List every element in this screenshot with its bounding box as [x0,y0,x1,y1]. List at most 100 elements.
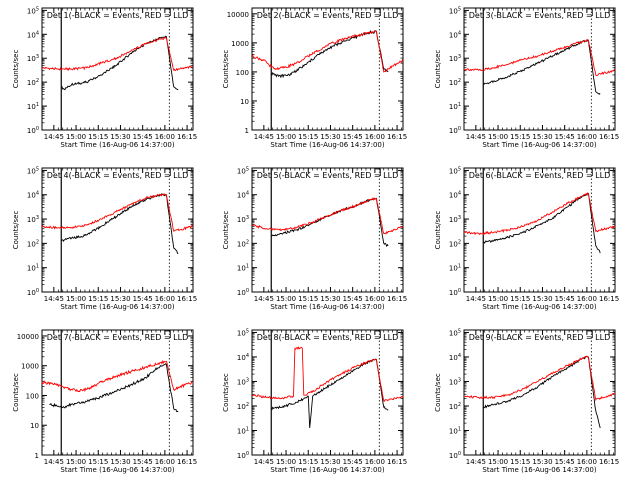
x-tick-label: 14:45 [466,295,486,303]
lld-series-line [41,359,194,393]
x-tick-label: 15:30 [320,295,340,303]
lld-series-line [463,192,616,236]
y-tick-label: 105 [449,328,461,337]
events-series-line [270,358,389,429]
x-tick-label: 15:30 [532,458,552,466]
y-tick-label: 100 [27,126,39,135]
x-axis-label: Start Time (16-Aug-06 14:37:00) [60,303,174,311]
y-axis-label: Counts/sec [222,211,230,250]
chart-title: Det 5(-BLACK = Events, RED = LLD [257,171,398,180]
x-tick-label: 16:15 [177,295,197,303]
x-tick-label: 15:00 [276,295,296,303]
y-tick-label: 100 [26,392,39,400]
x-tick-label: 16:00 [155,458,175,466]
x-tick-label: 16:15 [387,133,407,141]
x-tick-label: 15:15 [510,295,530,303]
marker-flag-icon [165,330,171,338]
y-tick-label: 102 [237,402,249,411]
events-series-line [60,193,179,255]
y-tick-label: 10000 [227,11,249,19]
marker-flag-icon [165,168,171,176]
x-axis-label: Start Time (16-Aug-06 14:37:00) [482,141,596,149]
x-tick-label: 15:45 [555,295,575,303]
y-tick-label: 105 [449,166,461,175]
x-axis-label: Start Time (16-Aug-06 14:37:00) [482,303,596,311]
lld-series-line [251,30,404,73]
x-tick-label: 15:15 [298,133,318,141]
x-tick-label: 14:45 [254,295,274,303]
x-tick-label: 15:00 [276,458,296,466]
y-tick-label: 105 [27,166,39,175]
x-axis-label: Start Time (16-Aug-06 14:37:00) [60,466,174,474]
x-tick-label: 15:00 [488,133,508,141]
x-tick-label: 15:30 [320,458,340,466]
y-tick-label: 104 [237,191,249,200]
marker-flag-icon [375,330,381,338]
x-tick-label: 16:00 [365,133,385,141]
x-tick-label: 16:15 [177,133,197,141]
plot-frame [251,7,404,131]
y-tick-label: 103 [27,215,39,224]
y-tick-label: 10 [30,422,39,430]
y-tick-label: 104 [27,30,39,39]
lld-series-line [41,192,194,232]
lld-series-line [463,39,616,77]
chart-title: Det 2(-BLACK = Events, RED = LLD [257,11,398,20]
y-tick-label: 100 [449,126,461,135]
lld-series-line [463,355,616,402]
y-tick-label: 100 [236,69,249,77]
y-axis-label: Counts/sec [434,211,442,250]
y-tick-label: 101 [449,264,461,273]
x-axis-label: Start Time (16-Aug-06 14:37:00) [482,466,596,474]
y-tick-label: 100 [449,288,461,297]
x-tick-label: 16:00 [155,295,175,303]
y-tick-label: 101 [237,426,249,435]
x-tick-label: 15:45 [555,458,575,466]
x-tick-label: 15:00 [66,458,86,466]
y-tick-label: 101 [449,102,461,111]
x-axis-label: Start Time (16-Aug-06 14:37:00) [270,141,384,149]
x-tick-label: 14:45 [44,133,64,141]
chart-panel-6: 100 101 102 103 104 105 14:45 15:00 15:15 15:30 15… [434,166,619,311]
x-tick-label: 15:45 [133,133,153,141]
x-tick-label: 15:15 [88,295,108,303]
lld-series-line [251,197,404,235]
x-tick-label: 15:30 [110,295,130,303]
y-tick-label: 104 [449,30,461,39]
y-tick-label: 1000 [231,40,249,48]
marker-flag-icon [375,168,381,176]
x-tick-label: 16:00 [577,133,597,141]
y-axis-label: Counts/sec [12,211,20,250]
y-tick-label: 101 [449,426,461,435]
x-tick-label: 15:30 [532,295,552,303]
y-tick-label: 104 [237,353,249,362]
x-tick-label: 16:15 [387,458,407,466]
y-tick-label: 101 [27,264,39,273]
chart-title: Det 3(-BLACK = Events, RED = LLD [469,11,610,20]
x-tick-label: 14:45 [254,133,274,141]
x-tick-label: 14:45 [44,458,64,466]
events-series-line [61,35,179,91]
y-tick-label: 105 [27,6,39,15]
y-axis-label: Counts/sec [12,50,20,89]
x-tick-label: 15:15 [298,295,318,303]
chart-panel-1: 100 101 102 103 104 105 14:45 15:00 15:15 15:30 15… [12,6,197,149]
x-tick-label: 15:45 [343,133,363,141]
events-series-line [270,29,389,79]
x-tick-label: 15:45 [133,458,153,466]
chart-panel-8: 100 101 102 103 104 105 14:45 15:00 15:15 15:30 15… [222,328,407,474]
x-tick-label: 14:45 [466,458,486,466]
x-tick-label: 16:00 [155,133,175,141]
plot-frame [41,7,194,131]
plot-frame [463,167,616,293]
marker-flag-icon [587,8,593,16]
x-tick-label: 15:30 [320,133,340,141]
x-tick-label: 15:00 [276,133,296,141]
x-tick-label: 15:45 [343,295,363,303]
x-tick-label: 15:15 [298,458,318,466]
y-tick-label: 103 [449,377,461,386]
x-tick-label: 14:45 [466,133,486,141]
marker-flag-icon [375,8,381,16]
